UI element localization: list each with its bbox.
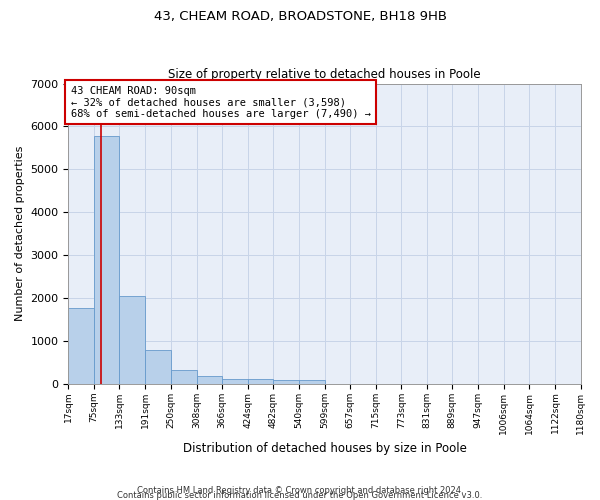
Text: 43, CHEAM ROAD, BROADSTONE, BH18 9HB: 43, CHEAM ROAD, BROADSTONE, BH18 9HB <box>154 10 446 23</box>
Bar <box>94 136 119 384</box>
Bar <box>145 350 171 384</box>
Bar <box>197 376 222 384</box>
Bar <box>248 380 273 384</box>
Bar <box>299 380 325 384</box>
Bar <box>119 296 145 384</box>
Bar <box>273 380 299 384</box>
Y-axis label: Number of detached properties: Number of detached properties <box>15 146 25 322</box>
Title: Size of property relative to detached houses in Poole: Size of property relative to detached ho… <box>168 68 481 81</box>
Bar <box>222 379 248 384</box>
Bar <box>171 370 197 384</box>
Text: Contains HM Land Registry data © Crown copyright and database right 2024.: Contains HM Land Registry data © Crown c… <box>137 486 463 495</box>
X-axis label: Distribution of detached houses by size in Poole: Distribution of detached houses by size … <box>182 442 466 455</box>
Text: Contains public sector information licensed under the Open Government Licence v3: Contains public sector information licen… <box>118 490 482 500</box>
Text: 43 CHEAM ROAD: 90sqm
← 32% of detached houses are smaller (3,598)
68% of semi-de: 43 CHEAM ROAD: 90sqm ← 32% of detached h… <box>71 86 371 119</box>
Bar <box>68 308 94 384</box>
